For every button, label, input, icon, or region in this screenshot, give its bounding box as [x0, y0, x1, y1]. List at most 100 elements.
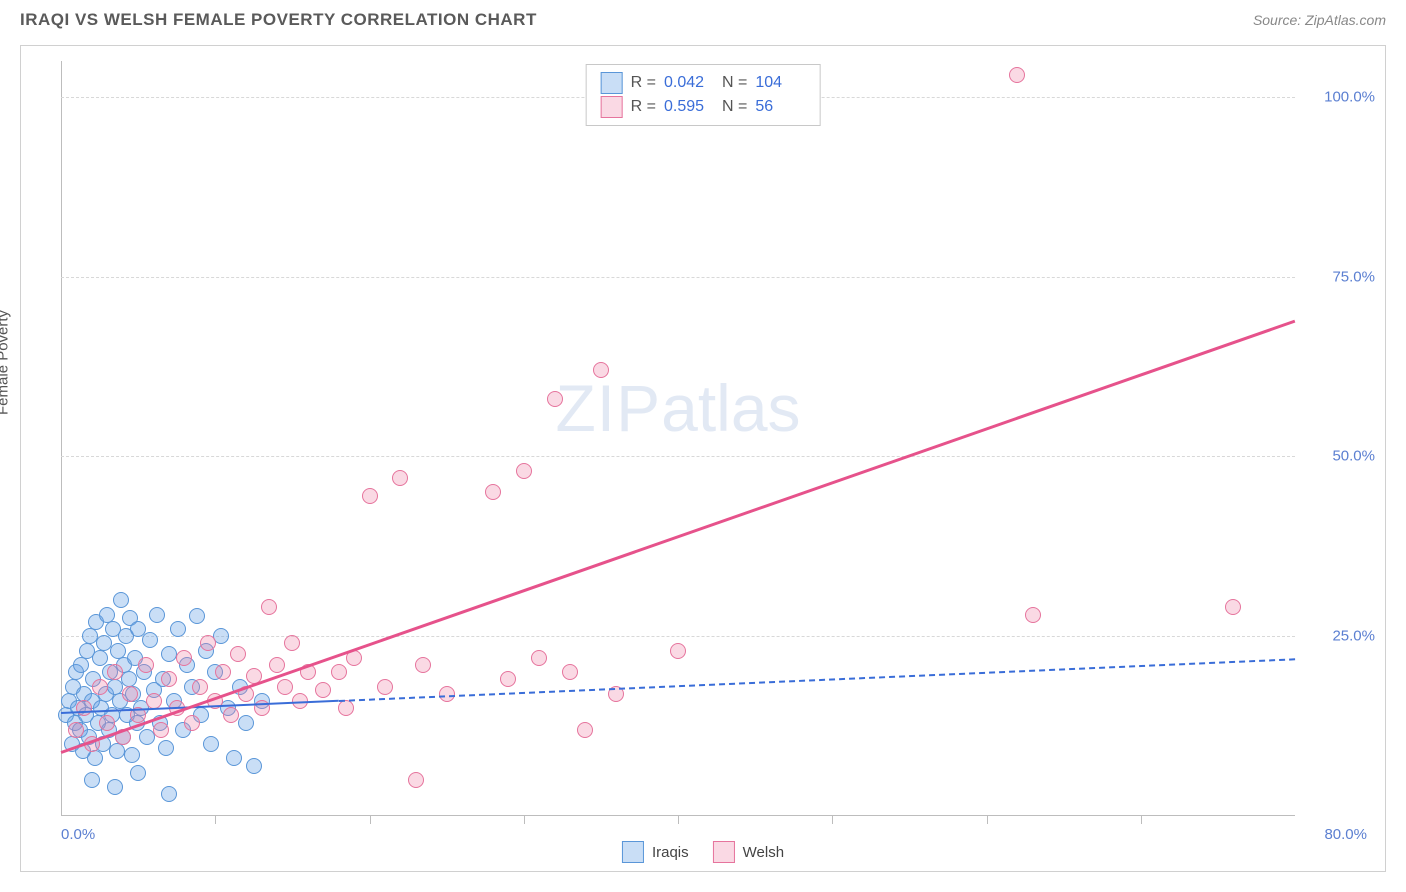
data-point — [269, 657, 285, 673]
x-tick — [832, 816, 833, 824]
gridline — [61, 277, 1295, 278]
plot-area: ZIPatlas 25.0%50.0%75.0%100.0% — [61, 61, 1295, 816]
gridline — [61, 636, 1295, 637]
data-point — [485, 484, 501, 500]
swatch-welsh-icon — [601, 96, 623, 118]
chart-title: IRAQI VS WELSH FEMALE POVERTY CORRELATIO… — [20, 10, 537, 30]
data-point — [130, 765, 146, 781]
swatch-iraqis-icon — [601, 72, 623, 94]
data-point — [246, 758, 262, 774]
x-axis-max-label: 80.0% — [1324, 826, 1367, 843]
data-point — [107, 779, 123, 795]
data-point — [158, 740, 174, 756]
data-point — [203, 736, 219, 752]
data-point — [338, 700, 354, 716]
data-point — [213, 628, 229, 644]
regression-line — [339, 658, 1295, 702]
data-point — [1225, 599, 1241, 615]
data-point — [577, 722, 593, 738]
data-point — [184, 715, 200, 731]
data-point — [408, 772, 424, 788]
y-tick-label: 100.0% — [1305, 88, 1375, 105]
legend-label-welsh: Welsh — [743, 844, 784, 861]
series-legend: Iraqis Welsh — [622, 841, 784, 863]
data-point — [226, 750, 242, 766]
n-label: N = — [722, 71, 747, 95]
legend-item-welsh: Welsh — [713, 841, 784, 863]
y-tick-label: 75.0% — [1305, 268, 1375, 285]
data-point — [415, 657, 431, 673]
data-point — [122, 686, 138, 702]
n-value-iraqis: 104 — [755, 71, 805, 95]
data-point — [189, 608, 205, 624]
n-label: N = — [722, 95, 747, 119]
data-point — [149, 607, 165, 623]
stats-legend: R = 0.042 N = 104 R = 0.595 N = 56 — [586, 64, 821, 126]
x-tick — [1141, 816, 1142, 824]
data-point — [284, 635, 300, 651]
data-point — [109, 743, 125, 759]
data-point — [392, 470, 408, 486]
data-point — [99, 715, 115, 731]
y-axis-label: Female Poverty — [0, 309, 12, 414]
data-point — [92, 679, 108, 695]
data-point — [593, 362, 609, 378]
data-point — [161, 786, 177, 802]
data-point — [176, 650, 192, 666]
watermark: ZIPatlas — [555, 370, 800, 446]
data-point — [277, 679, 293, 695]
data-point — [87, 750, 103, 766]
data-point — [138, 657, 154, 673]
swatch-iraqis-icon — [622, 841, 644, 863]
r-value-welsh: 0.595 — [664, 95, 714, 119]
data-point — [146, 693, 162, 709]
data-point — [124, 747, 140, 763]
x-tick — [215, 816, 216, 824]
data-point — [68, 722, 84, 738]
data-point — [107, 664, 123, 680]
r-value-iraqis: 0.042 — [664, 71, 714, 95]
data-point — [142, 632, 158, 648]
data-point — [670, 643, 686, 659]
data-point — [73, 657, 89, 673]
data-point — [377, 679, 393, 695]
x-tick — [987, 816, 988, 824]
data-point — [84, 772, 100, 788]
data-point — [1009, 67, 1025, 83]
swatch-welsh-icon — [713, 841, 735, 863]
x-axis-min-label: 0.0% — [61, 826, 95, 843]
data-point — [439, 686, 455, 702]
data-point — [192, 679, 208, 695]
y-tick-label: 50.0% — [1305, 448, 1375, 465]
data-point — [200, 635, 216, 651]
stats-row-iraqis: R = 0.042 N = 104 — [601, 71, 806, 95]
x-tick — [524, 816, 525, 824]
data-point — [170, 621, 186, 637]
data-point — [153, 722, 169, 738]
data-point — [547, 391, 563, 407]
data-point — [516, 463, 532, 479]
x-tick — [370, 816, 371, 824]
watermark-atlas: atlas — [661, 371, 800, 445]
stats-row-welsh: R = 0.595 N = 56 — [601, 95, 806, 119]
data-point — [230, 646, 246, 662]
data-point — [223, 707, 239, 723]
watermark-zip: ZIP — [555, 371, 661, 445]
legend-label-iraqis: Iraqis — [652, 844, 689, 861]
data-point — [500, 671, 516, 687]
data-point — [362, 488, 378, 504]
data-point — [215, 664, 231, 680]
data-point — [113, 592, 129, 608]
data-point — [531, 650, 547, 666]
data-point — [76, 700, 92, 716]
data-point — [261, 599, 277, 615]
chart-container: Female Poverty ZIPatlas 25.0%50.0%75.0%1… — [20, 45, 1386, 872]
data-point — [161, 646, 177, 662]
data-point — [238, 715, 254, 731]
r-label: R = — [631, 95, 656, 119]
data-point — [1025, 607, 1041, 623]
r-label: R = — [631, 71, 656, 95]
x-tick — [678, 816, 679, 824]
regression-line — [61, 320, 1296, 754]
data-point — [161, 671, 177, 687]
